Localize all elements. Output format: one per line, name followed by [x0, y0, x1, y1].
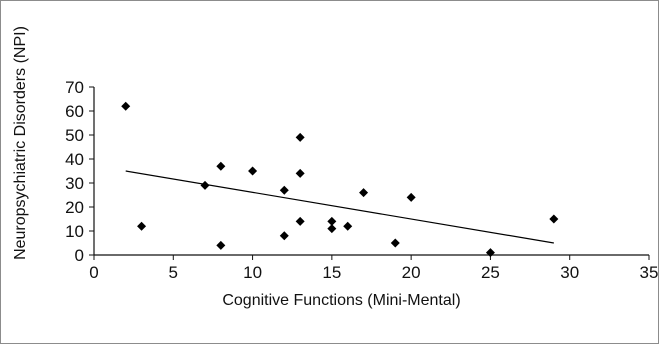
x-tick-label: 10 — [243, 263, 262, 282]
y-tick-label: 60 — [65, 102, 84, 121]
data-point — [248, 166, 258, 176]
y-axis-ticks: 0 10 20 30 40 50 60 70 — [65, 78, 94, 265]
data-point — [279, 185, 289, 195]
y-tick-label: 0 — [75, 246, 84, 265]
x-tick-label: 15 — [322, 263, 341, 282]
x-axis-ticks: 0 5 10 15 20 25 30 35 — [89, 255, 658, 282]
data-point — [549, 214, 559, 224]
data-point — [390, 238, 400, 248]
x-axis-title: Cognitive Functions (Mini-Mental) — [222, 292, 460, 309]
data-point — [343, 221, 353, 231]
x-tick-label: 35 — [640, 263, 658, 282]
x-tick-label: 25 — [481, 263, 500, 282]
x-tick-label: 0 — [89, 263, 98, 282]
axes — [93, 87, 649, 256]
y-tick-label: 40 — [65, 150, 84, 169]
y-tick-label: 70 — [65, 78, 84, 97]
data-point — [485, 248, 495, 258]
x-tick-label: 20 — [402, 263, 421, 282]
data-point — [406, 192, 416, 202]
data-point — [121, 101, 131, 111]
data-point — [327, 224, 337, 234]
data-point — [137, 221, 147, 231]
y-tick-label: 50 — [65, 126, 84, 145]
data-point — [216, 240, 226, 250]
y-tick-label: 20 — [65, 198, 84, 217]
data-points — [121, 101, 559, 258]
data-point — [295, 132, 305, 142]
data-point — [216, 161, 226, 171]
data-point — [279, 231, 289, 241]
y-tick-label: 10 — [65, 222, 84, 241]
data-point — [327, 216, 337, 226]
data-point — [295, 216, 305, 226]
x-tick-label: 5 — [169, 263, 178, 282]
data-point — [200, 180, 210, 190]
data-point — [359, 188, 369, 198]
trend-line — [125, 170, 554, 244]
y-axis-title: Neuropsychiatric Disorders (NPI) — [12, 26, 29, 260]
x-tick-label: 30 — [560, 263, 579, 282]
y-tick-label: 30 — [65, 174, 84, 193]
data-point — [295, 168, 305, 178]
